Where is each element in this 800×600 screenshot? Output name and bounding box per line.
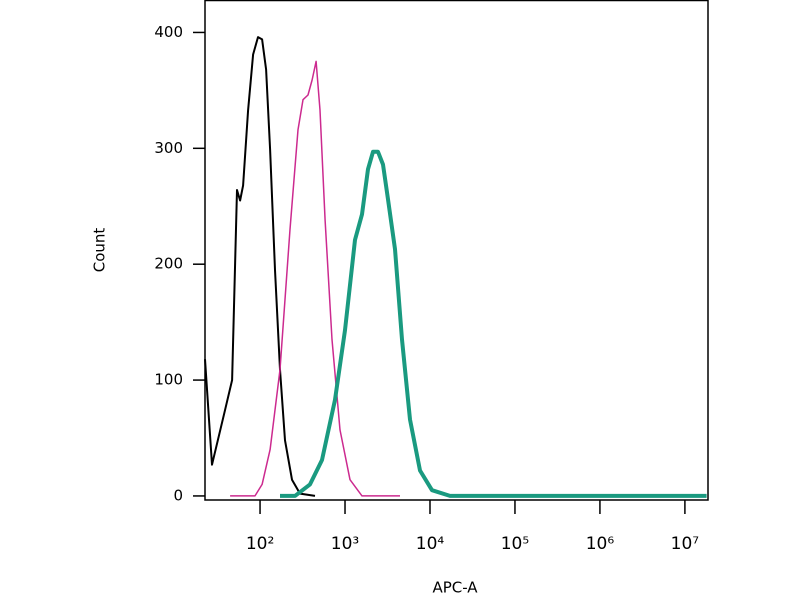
x-tick-label: 10³ <box>331 534 359 554</box>
x-tick-label: 10⁴ <box>416 534 445 554</box>
histogram-line <box>230 60 400 497</box>
x-tick-label: 10⁷ <box>671 534 700 554</box>
histogram-line <box>280 149 707 498</box>
plot-frame <box>204 0 709 501</box>
y-tick-label: 400 <box>154 23 183 41</box>
x-tick-label: 10² <box>246 534 274 554</box>
x-axis-label: APC-A <box>432 579 478 597</box>
y-axis-label: Count <box>91 228 109 273</box>
x-tick-label: 10⁶ <box>586 534 615 554</box>
y-tick-label: 0 <box>173 486 183 504</box>
y-tick-label: 100 <box>154 371 183 389</box>
y-tick-label: 300 <box>154 139 183 157</box>
histogram-line <box>204 36 316 497</box>
y-tick-label: 200 <box>154 255 183 273</box>
x-tick-label: 10⁵ <box>501 534 529 554</box>
